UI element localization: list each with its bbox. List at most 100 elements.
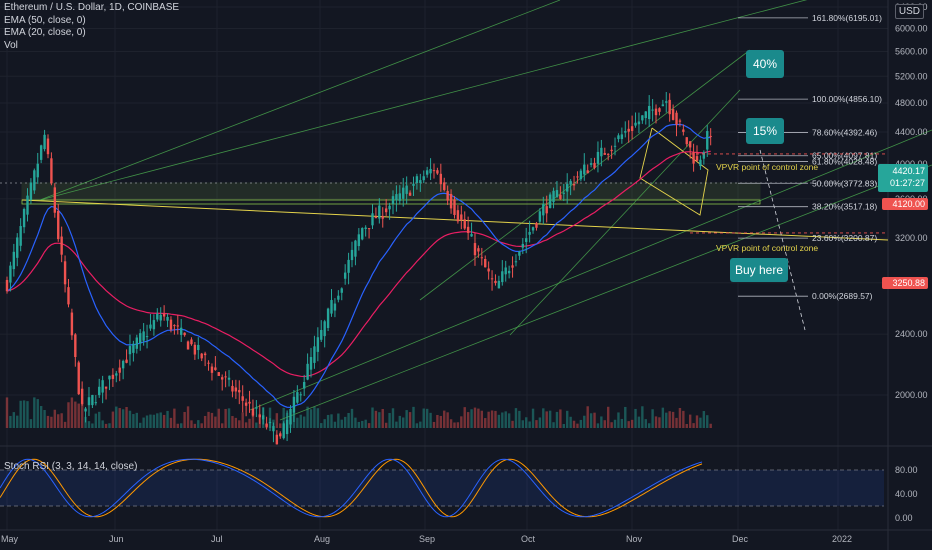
candle xyxy=(487,261,490,280)
volume-legend[interactable]: Vol xyxy=(4,39,18,51)
currency-button[interactable]: USD xyxy=(894,4,924,19)
candle xyxy=(695,145,699,162)
candle-body xyxy=(343,272,347,279)
candle xyxy=(545,195,548,223)
volume-bar xyxy=(159,412,162,428)
candle xyxy=(238,380,241,405)
volume-bar xyxy=(528,421,531,428)
candle xyxy=(384,199,388,216)
candle-body xyxy=(16,237,19,258)
candle-body xyxy=(135,337,139,349)
candle xyxy=(569,179,572,196)
candle-body xyxy=(518,251,521,256)
candle xyxy=(436,167,439,175)
channel-line xyxy=(39,0,808,201)
candle-body xyxy=(548,194,552,209)
volume-bar xyxy=(514,408,518,428)
candle-body xyxy=(456,210,460,222)
volume-bar xyxy=(152,414,156,428)
volume-bar xyxy=(624,406,627,428)
candle-body xyxy=(296,392,299,403)
candle xyxy=(456,205,460,224)
candle xyxy=(333,298,337,318)
candle xyxy=(367,228,371,239)
candle-body xyxy=(484,258,487,268)
volume-bar xyxy=(98,411,101,428)
candle xyxy=(241,385,244,413)
time-tick-label: Nov xyxy=(626,534,643,544)
volume-bar xyxy=(275,413,279,428)
ema50-legend[interactable]: EMA (50, close, 0) xyxy=(4,14,86,26)
candle xyxy=(466,216,470,240)
candle xyxy=(583,153,586,181)
drawings xyxy=(0,0,932,421)
candle-body xyxy=(244,402,248,406)
candle-body xyxy=(627,128,630,132)
candle xyxy=(180,318,183,342)
volume-bar xyxy=(316,408,320,428)
ema20-legend[interactable]: EMA (20, close, 0) xyxy=(4,27,86,38)
candle-body xyxy=(166,316,169,321)
volume-bar xyxy=(583,415,586,428)
candle xyxy=(207,360,210,371)
candle-body xyxy=(613,145,617,147)
volume-bar xyxy=(125,406,128,428)
candle-body xyxy=(552,190,555,203)
volume-bar xyxy=(244,422,248,428)
candle xyxy=(115,370,118,383)
symbol-title[interactable]: Ethereum / U.S. Dollar, 1D, COINBASE xyxy=(4,2,180,13)
candle-body xyxy=(57,210,60,240)
candle-body xyxy=(80,388,84,404)
volume-bar xyxy=(320,423,323,428)
candle-body xyxy=(576,176,579,178)
candle xyxy=(521,238,524,255)
candle xyxy=(357,228,361,251)
volume-bar xyxy=(692,423,695,428)
volume-bar xyxy=(466,412,470,428)
candle xyxy=(562,183,565,202)
candle xyxy=(644,111,647,125)
volume-bar xyxy=(566,410,569,428)
stoch-legend[interactable]: Stoch RSI (3, 3, 14, 14, close) xyxy=(4,461,138,472)
candle-body xyxy=(63,261,67,285)
candle-body xyxy=(514,261,518,263)
volume-bar xyxy=(518,410,521,428)
time-tick-label: Jun xyxy=(109,534,124,544)
candle xyxy=(374,207,378,219)
candle xyxy=(46,134,50,159)
volume-bar xyxy=(579,419,583,428)
volume-bar xyxy=(350,408,354,428)
candle xyxy=(490,270,494,291)
volume-bar xyxy=(282,407,285,428)
candle-body xyxy=(675,112,678,125)
candle xyxy=(320,320,323,343)
candle-body xyxy=(634,122,637,126)
candle-body xyxy=(139,333,142,344)
volume-bar xyxy=(84,416,87,428)
candle xyxy=(658,107,661,116)
candle-body xyxy=(19,226,22,246)
candle xyxy=(5,276,9,294)
candle xyxy=(620,127,624,144)
volume-bar xyxy=(419,421,422,428)
candle-body xyxy=(22,208,26,228)
candle-body xyxy=(535,223,538,228)
candle xyxy=(511,256,514,278)
volume-bar xyxy=(214,416,217,428)
volume-bar xyxy=(521,420,524,428)
legend: Ethereum / U.S. Dollar, 1D, COINBASE EMA… xyxy=(4,2,179,52)
candle xyxy=(121,359,125,380)
volume-bar xyxy=(425,408,429,428)
candle-body xyxy=(644,111,647,119)
candle-body xyxy=(415,176,419,184)
candle xyxy=(415,173,419,190)
candle xyxy=(19,218,22,252)
volume-bar xyxy=(620,418,624,428)
stoch-tick-label: 0.00 xyxy=(895,513,913,523)
volume-bar xyxy=(104,423,108,428)
volume-bar xyxy=(313,406,316,428)
fib-level-label: 61.80%(4028.48) xyxy=(812,156,877,166)
ema-lines xyxy=(6,123,711,408)
candle xyxy=(637,112,641,134)
